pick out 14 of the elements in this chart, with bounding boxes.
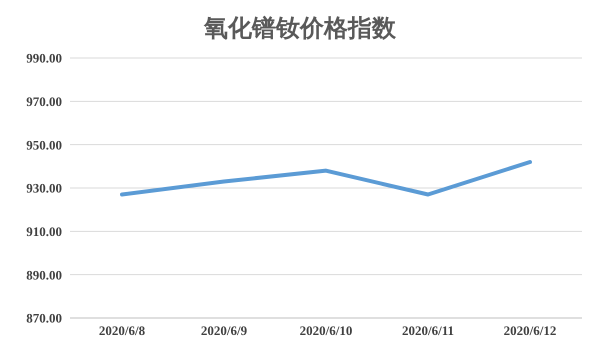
- x-tick-label: 2020/6/8: [98, 323, 146, 338]
- y-tick-label: 870.00: [26, 310, 62, 326]
- y-tick-label: 890.00: [26, 267, 62, 282]
- chart-title: 氧化镨钕价格指数: [202, 13, 397, 44]
- y-tick-label: 970.00: [26, 94, 62, 109]
- y-tick-label: 950.00: [26, 137, 62, 152]
- y-tick-label: 990.00: [26, 50, 62, 66]
- y-tick-label: 930.00: [26, 180, 62, 196]
- x-tick-label: 2020/6/10: [300, 323, 352, 338]
- x-tick-label: 2020/6/11: [402, 323, 454, 338]
- x-tick-label: 2020/6/9: [200, 323, 248, 338]
- x-tick-label: 2020/6/12: [504, 323, 556, 338]
- y-tick-label: 910.00: [26, 224, 62, 239]
- line-series: [120, 160, 532, 196]
